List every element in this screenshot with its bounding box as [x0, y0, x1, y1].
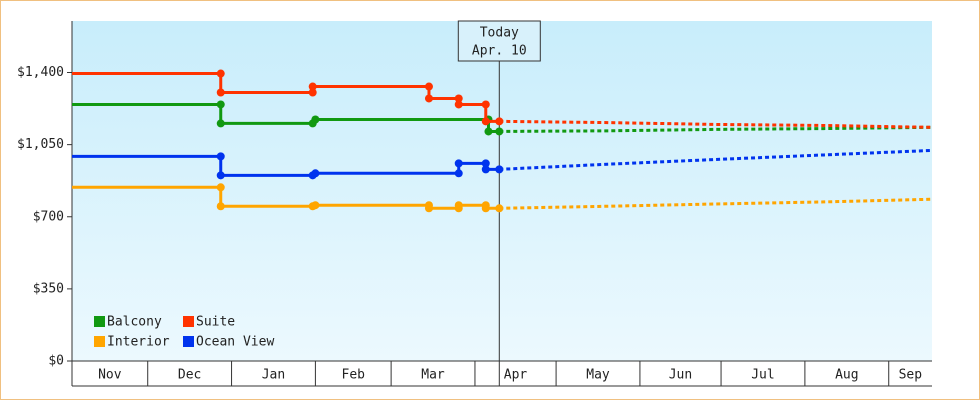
x-tick-label: May: [586, 368, 610, 383]
legend-swatch: [183, 316, 194, 327]
today-title: Today: [480, 26, 519, 41]
x-tick-label: Nov: [98, 368, 122, 383]
price-point: [216, 69, 225, 78]
price-point: [424, 94, 433, 103]
forecast-line: [499, 125, 933, 133]
price-point: [308, 82, 317, 91]
x-tick-label: Mar: [421, 368, 445, 383]
legend-swatch: [94, 336, 105, 347]
price-point: [481, 117, 490, 126]
price-point: [216, 202, 225, 211]
legend-label: Ocean View: [196, 335, 274, 350]
price-point: [311, 115, 320, 124]
x-tick-label: Sep: [899, 368, 923, 383]
price-point: [216, 183, 225, 192]
legend-label: Interior: [107, 335, 170, 350]
forecast-line: [499, 148, 933, 171]
price-point: [216, 100, 225, 109]
y-tick-label: $1,400: [17, 65, 64, 80]
price-point: [216, 171, 225, 180]
price-point: [495, 117, 504, 126]
price-point: [495, 204, 504, 213]
plot-area: [72, 21, 932, 361]
price-point: [481, 165, 490, 174]
price-point: [216, 88, 225, 97]
price-point: [454, 100, 463, 109]
y-tick-label: $350: [33, 281, 64, 296]
price-point: [454, 159, 463, 168]
price-point: [216, 119, 225, 128]
x-tick-label: Dec: [178, 368, 201, 383]
legend-label: Balcony: [107, 315, 162, 330]
today-date: Apr. 10: [472, 44, 527, 59]
x-tick-label: Jul: [751, 368, 774, 383]
price-point: [454, 169, 463, 178]
price-point: [481, 100, 490, 109]
forecast-line: [499, 197, 933, 210]
legend-label: Suite: [196, 315, 235, 330]
price-point: [424, 82, 433, 91]
price-point: [481, 159, 490, 168]
price-point: [311, 201, 320, 210]
price-point: [308, 88, 317, 97]
price-point: [311, 169, 320, 178]
x-tick-label: Jun: [669, 368, 692, 383]
legend-swatch: [94, 316, 105, 327]
price-point: [424, 204, 433, 213]
price-point: [454, 201, 463, 210]
x-tick-label: Feb: [342, 368, 366, 383]
price-point: [484, 127, 493, 136]
forecast-line: [499, 119, 933, 129]
legend-swatch: [183, 336, 194, 347]
price-point: [495, 165, 504, 174]
y-tick-label: $0: [48, 354, 64, 369]
y-tick-label: $700: [33, 209, 64, 224]
x-tick-label: Jan: [262, 368, 285, 383]
price-point: [481, 204, 490, 213]
price-point: [495, 127, 504, 136]
y-tick-label: $1,050: [17, 137, 64, 152]
today-box: [457, 20, 541, 62]
x-tick-label: Apr: [504, 368, 528, 383]
price-point: [454, 94, 463, 103]
x-tick-label: Aug: [835, 368, 858, 383]
price-point: [216, 152, 225, 161]
